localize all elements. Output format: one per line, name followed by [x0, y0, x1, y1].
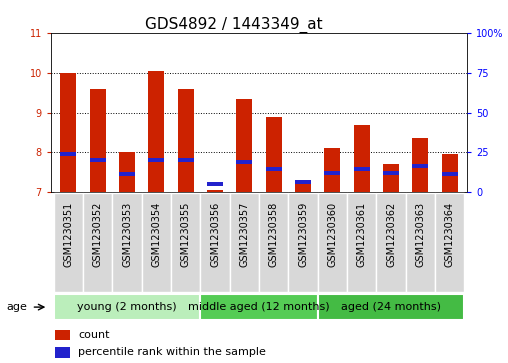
FancyBboxPatch shape — [347, 193, 376, 292]
Bar — [266, 117, 282, 192]
FancyBboxPatch shape — [435, 193, 464, 292]
Text: age: age — [6, 302, 27, 312]
FancyBboxPatch shape — [376, 193, 406, 292]
Text: GSM1230364: GSM1230364 — [445, 201, 455, 266]
Bar — [90, 159, 106, 163]
Bar — [60, 73, 77, 192]
Bar — [60, 152, 77, 156]
Bar — [90, 89, 106, 192]
Bar — [55, 347, 70, 358]
FancyBboxPatch shape — [318, 193, 347, 292]
Text: GSM1230359: GSM1230359 — [298, 201, 308, 267]
Bar — [55, 330, 70, 340]
Bar — [236, 160, 252, 164]
FancyBboxPatch shape — [112, 193, 142, 292]
Text: young (2 months): young (2 months) — [77, 302, 177, 312]
Text: percentile rank within the sample: percentile rank within the sample — [78, 347, 266, 358]
Text: GSM1230358: GSM1230358 — [269, 201, 279, 267]
Bar — [324, 171, 340, 175]
Text: GSM1230357: GSM1230357 — [239, 201, 249, 267]
Text: GSM1230351: GSM1230351 — [64, 201, 73, 267]
FancyBboxPatch shape — [289, 193, 318, 292]
Bar — [441, 155, 458, 192]
Bar — [119, 152, 135, 192]
Text: GSM1230363: GSM1230363 — [416, 201, 425, 266]
FancyBboxPatch shape — [54, 294, 201, 320]
Bar — [383, 164, 399, 192]
Bar — [324, 148, 340, 192]
FancyBboxPatch shape — [201, 193, 230, 292]
Bar — [295, 180, 311, 192]
Text: GSM1230362: GSM1230362 — [386, 201, 396, 267]
Bar — [383, 171, 399, 175]
Bar — [207, 182, 223, 185]
Bar — [178, 89, 194, 192]
Bar — [412, 164, 428, 168]
Bar — [207, 190, 223, 192]
Bar — [148, 159, 165, 163]
Bar — [266, 167, 282, 171]
FancyBboxPatch shape — [171, 193, 201, 292]
FancyBboxPatch shape — [406, 193, 435, 292]
Text: GSM1230356: GSM1230356 — [210, 201, 220, 267]
FancyBboxPatch shape — [230, 193, 259, 292]
Bar — [295, 180, 311, 184]
FancyBboxPatch shape — [259, 193, 289, 292]
Text: aged (24 months): aged (24 months) — [341, 302, 441, 312]
Text: GSM1230354: GSM1230354 — [151, 201, 162, 267]
Bar — [178, 159, 194, 163]
Text: GSM1230361: GSM1230361 — [357, 201, 367, 266]
Bar — [354, 125, 370, 192]
Text: count: count — [78, 330, 109, 340]
Bar — [119, 172, 135, 176]
Bar — [148, 70, 165, 192]
Text: middle aged (12 months): middle aged (12 months) — [188, 302, 330, 312]
FancyBboxPatch shape — [83, 193, 112, 292]
FancyBboxPatch shape — [142, 193, 171, 292]
Bar — [441, 172, 458, 176]
Text: GSM1230353: GSM1230353 — [122, 201, 132, 267]
FancyBboxPatch shape — [318, 294, 464, 320]
Text: GDS4892 / 1443349_at: GDS4892 / 1443349_at — [145, 16, 323, 33]
Text: GSM1230360: GSM1230360 — [328, 201, 337, 266]
Bar — [236, 99, 252, 192]
Bar — [354, 167, 370, 171]
FancyBboxPatch shape — [201, 294, 318, 320]
FancyBboxPatch shape — [54, 193, 83, 292]
Bar — [412, 139, 428, 192]
Text: GSM1230355: GSM1230355 — [181, 201, 190, 267]
Text: GSM1230352: GSM1230352 — [93, 201, 103, 267]
